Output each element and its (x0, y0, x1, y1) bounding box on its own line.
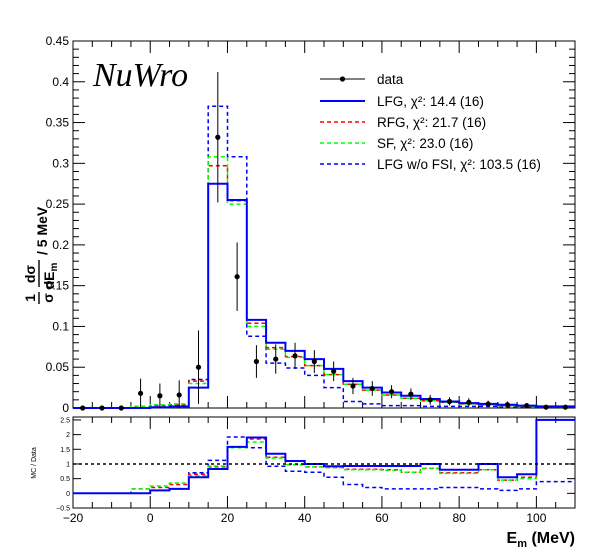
main-y-ticks: 0 0.05 0.1 0.15 0.2 0.25 0.3 0.35 0.4 0.45 (46, 34, 575, 415)
legend: data LFG, χ²: 14.4 (16) RFG, χ²: 21.7 (1… (320, 72, 541, 172)
y-title-dsigma: dσ (22, 265, 38, 284)
data-point (253, 358, 260, 365)
main-y-tick-label: 0.25 (46, 197, 70, 211)
data-point (195, 364, 202, 370)
ratio-series-lfg-w-o-fsi-line (73, 436, 575, 495)
data-point (466, 399, 472, 405)
x-tick-label: 20 (221, 511, 235, 525)
main-y-tick-label: 0.4 (52, 75, 69, 89)
main-y-tick-label: 0.05 (46, 360, 70, 374)
legend-entry-sf: SF, χ²: 23.0 (16) (320, 136, 473, 151)
ratio-series (73, 418, 575, 495)
main-y-tick-label: 0.2 (52, 238, 69, 252)
ratio-y-axis-title: MC / Data (31, 447, 38, 479)
ratio-y-tick-label: 2.5 (60, 417, 70, 424)
data-point (388, 389, 395, 395)
data-point (157, 393, 163, 399)
main-y-tick-label: 0.15 (46, 279, 70, 293)
data-point (99, 405, 105, 411)
ratio-y-tick-label: 1.5 (60, 447, 70, 454)
series-lfg-line (73, 182, 575, 409)
x-tick-label: 0 (147, 511, 154, 525)
x-tick-label: 60 (375, 511, 389, 525)
data-point (331, 368, 337, 374)
data-point (543, 404, 549, 410)
main-y-tick-label: 0.1 (52, 319, 69, 333)
legend-label-data: data (377, 72, 404, 87)
data-point (234, 274, 240, 280)
data-point (524, 402, 530, 409)
main-series (73, 105, 575, 409)
ratio-series-sf-line (73, 419, 575, 495)
data-point (215, 134, 221, 140)
nuwro-brand-label: NuWro (92, 57, 188, 94)
y-title-per-bin: / 5 MeV (34, 206, 50, 255)
data-point (485, 401, 491, 407)
legend-entry-rfg: RFG, χ²: 21.7 (16) (320, 115, 486, 130)
y-title-sigma: σ (40, 293, 56, 303)
data-point (427, 397, 433, 403)
data-point (118, 405, 124, 411)
y-title-one: 1 (22, 294, 38, 302)
main-y-tick-label: 0.3 (52, 156, 69, 170)
data-point (504, 402, 511, 408)
data-point (446, 398, 453, 405)
ratio-y-tick-label: −0.5 (56, 506, 70, 513)
main-y-tick-label: 0 (62, 401, 69, 415)
data-point (562, 404, 568, 410)
data-point (408, 391, 414, 397)
data-point (176, 392, 182, 398)
main-panel: 00.050.10.150.20.250.30.350.40.45 NuWro … (22, 34, 576, 415)
legend-label-lfg-wo-fsi: LFG w/o FSI, χ²: 103.5 (16) (377, 157, 541, 172)
data-point (311, 358, 317, 365)
data-point (273, 356, 279, 362)
legend-entry-data: data (320, 72, 404, 87)
ratio-y-tick-label: 2 (66, 432, 70, 439)
legend-entry-lfg-wo-fsi: LFG w/o FSI, χ²: 103.5 (16) (320, 157, 541, 172)
data-points (80, 71, 568, 411)
main-y-tick-label: 0.35 (46, 116, 70, 130)
legend-label-sf: SF, χ²: 23.0 (16) (377, 136, 473, 151)
ratio-x-ticks: −20 0 20 40 60 80 100 (63, 417, 576, 525)
legend-label-lfg: LFG, χ²: 14.4 (16) (377, 94, 484, 109)
data-point (292, 353, 298, 359)
data-point (137, 390, 144, 396)
legend-entry-lfg: LFG, χ²: 14.4 (16) (320, 94, 484, 109)
ratio-y-tick-label: 0.5 (60, 476, 70, 483)
x-tick-label: −20 (63, 511, 84, 525)
data-point (369, 385, 375, 392)
x-tick-label: 100 (526, 511, 546, 525)
legend-label-rfg: RFG, χ²: 21.7 (16) (377, 115, 486, 130)
ratio-y-tick-label: 0 (66, 491, 70, 498)
x-tick-label: 40 (298, 511, 312, 525)
x-tick-label: 80 (452, 511, 466, 525)
data-point (80, 405, 86, 411)
main-y-tick-label: 0.45 (46, 34, 70, 48)
data-point (350, 383, 356, 389)
ratio-y-tick-label: 1 (66, 461, 70, 468)
ratio-series-lfg-line (73, 418, 575, 495)
ratio-panel: −0.5 0 0.5 1 1.5 2 2.5 −20 0 20 40 60 80 100 MC / Da… (31, 416, 576, 525)
legend-data-marker (339, 76, 346, 82)
